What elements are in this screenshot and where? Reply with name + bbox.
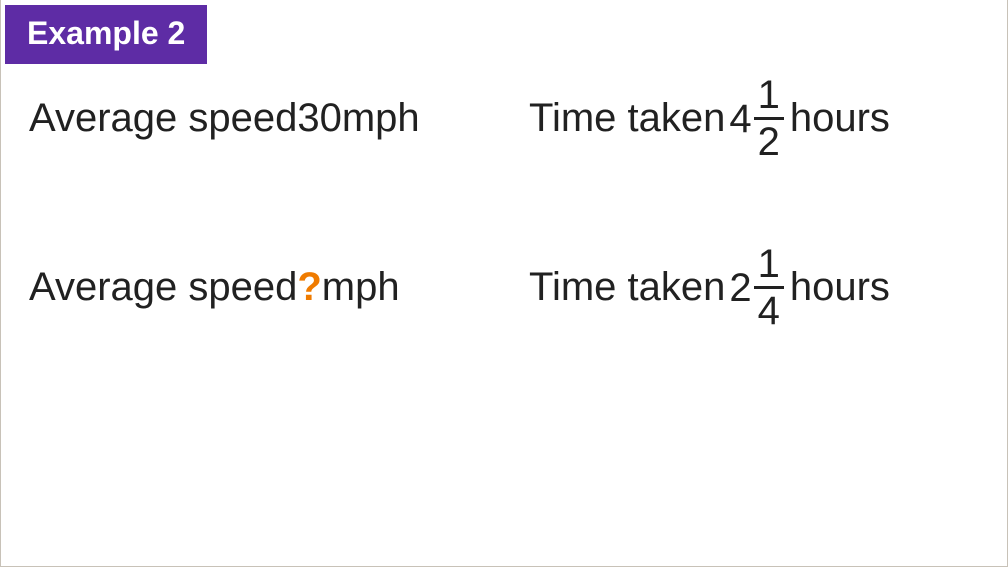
mixed-fraction: 4 1 2: [729, 75, 784, 162]
fraction-whole: 2: [729, 268, 751, 308]
speed-prefix: Average speed: [29, 265, 297, 310]
speed-value: 30: [297, 96, 342, 141]
mixed-fraction: 2 1 4: [729, 244, 784, 331]
fraction-numerator: 1: [754, 75, 784, 115]
data-row: Average speed ? mph Time taken 2 1 4 hou…: [29, 244, 979, 331]
speed-prefix: Average speed: [29, 96, 297, 141]
fraction-denominator: 2: [754, 122, 784, 162]
fraction-denominator: 4: [754, 291, 784, 331]
time-suffix: hours: [790, 96, 890, 141]
time-cell: Time taken 2 1 4 hours: [529, 244, 890, 331]
time-prefix: Time taken: [529, 265, 725, 310]
example-badge: Example 2: [5, 5, 207, 64]
speed-cell: Average speed ? mph: [29, 265, 529, 310]
content-area: Average speed 30 mph Time taken 4 1 2 ho…: [29, 75, 979, 413]
speed-suffix: mph: [322, 265, 400, 310]
time-suffix: hours: [790, 265, 890, 310]
fraction-numerator: 1: [754, 244, 784, 284]
fraction-part: 1 2: [754, 75, 784, 162]
speed-suffix: mph: [342, 96, 420, 141]
fraction-part: 1 4: [754, 244, 784, 331]
time-prefix: Time taken: [529, 96, 725, 141]
fraction-whole: 4: [729, 99, 751, 139]
time-cell: Time taken 4 1 2 hours: [529, 75, 890, 162]
speed-unknown: ?: [297, 265, 321, 310]
speed-cell: Average speed 30 mph: [29, 96, 529, 141]
data-row: Average speed 30 mph Time taken 4 1 2 ho…: [29, 75, 979, 162]
